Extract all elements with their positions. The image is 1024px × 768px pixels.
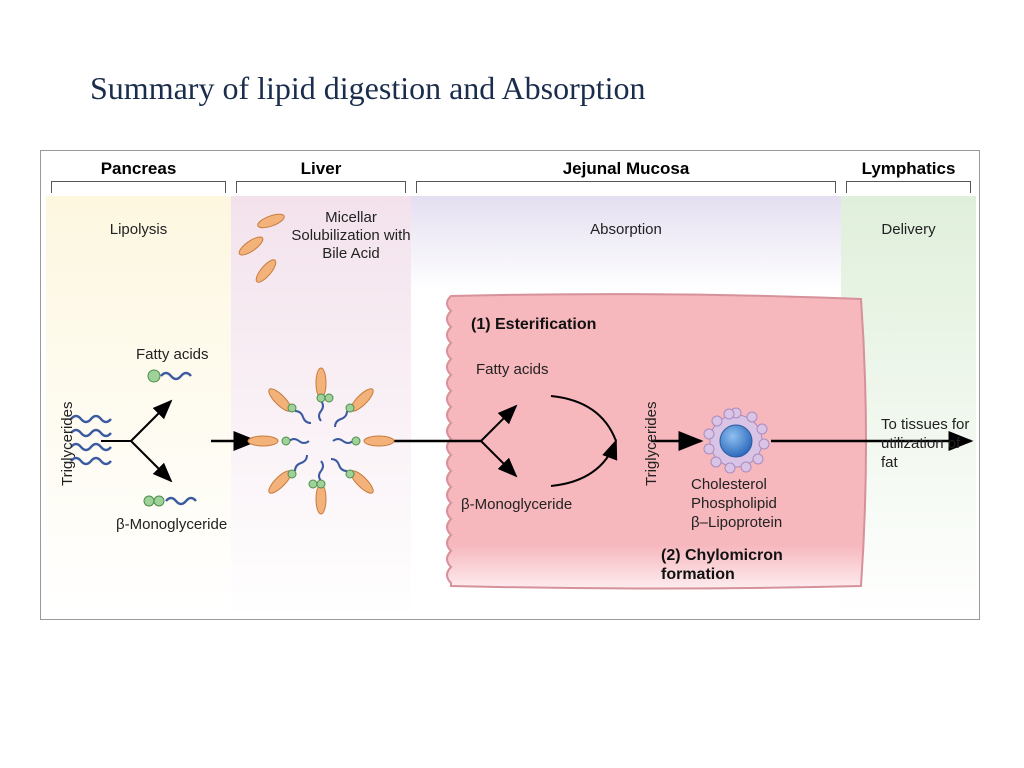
- process-absorption: Absorption: [411, 221, 841, 239]
- label-beta-mono: β-Monoglyceride: [116, 516, 227, 535]
- label-fatty-acids: Fatty acids: [136, 346, 209, 365]
- label-triglycerides-left: Triglycerides: [59, 402, 76, 486]
- label-beta-mono-2: β-Monoglyceride: [461, 496, 572, 515]
- label-fatty-acids-2: Fatty acids: [476, 361, 549, 380]
- diagram-frame: Pancreas Liver Jejunal Mucosa Lymphatics: [40, 150, 980, 620]
- label-esterification: (1) Esterification: [471, 316, 596, 334]
- label-triglycerides-right: Triglycerides: [643, 402, 660, 486]
- label-chylo-list: Cholesterol Phospholipid β–Lipoprotein: [691, 476, 782, 532]
- label-to-tissues: To tissues for utilization of fat: [881, 416, 976, 472]
- label-chylo-formation: (2) Chylomicron formation: [661, 546, 831, 584]
- process-delivery: Delivery: [841, 221, 976, 239]
- process-lipolysis: Lipolysis: [46, 221, 231, 239]
- page-title: Summary of lipid digestion and Absorptio…: [90, 70, 646, 107]
- process-micellar: Micellar Solubilization with Bile Acid: [286, 209, 416, 263]
